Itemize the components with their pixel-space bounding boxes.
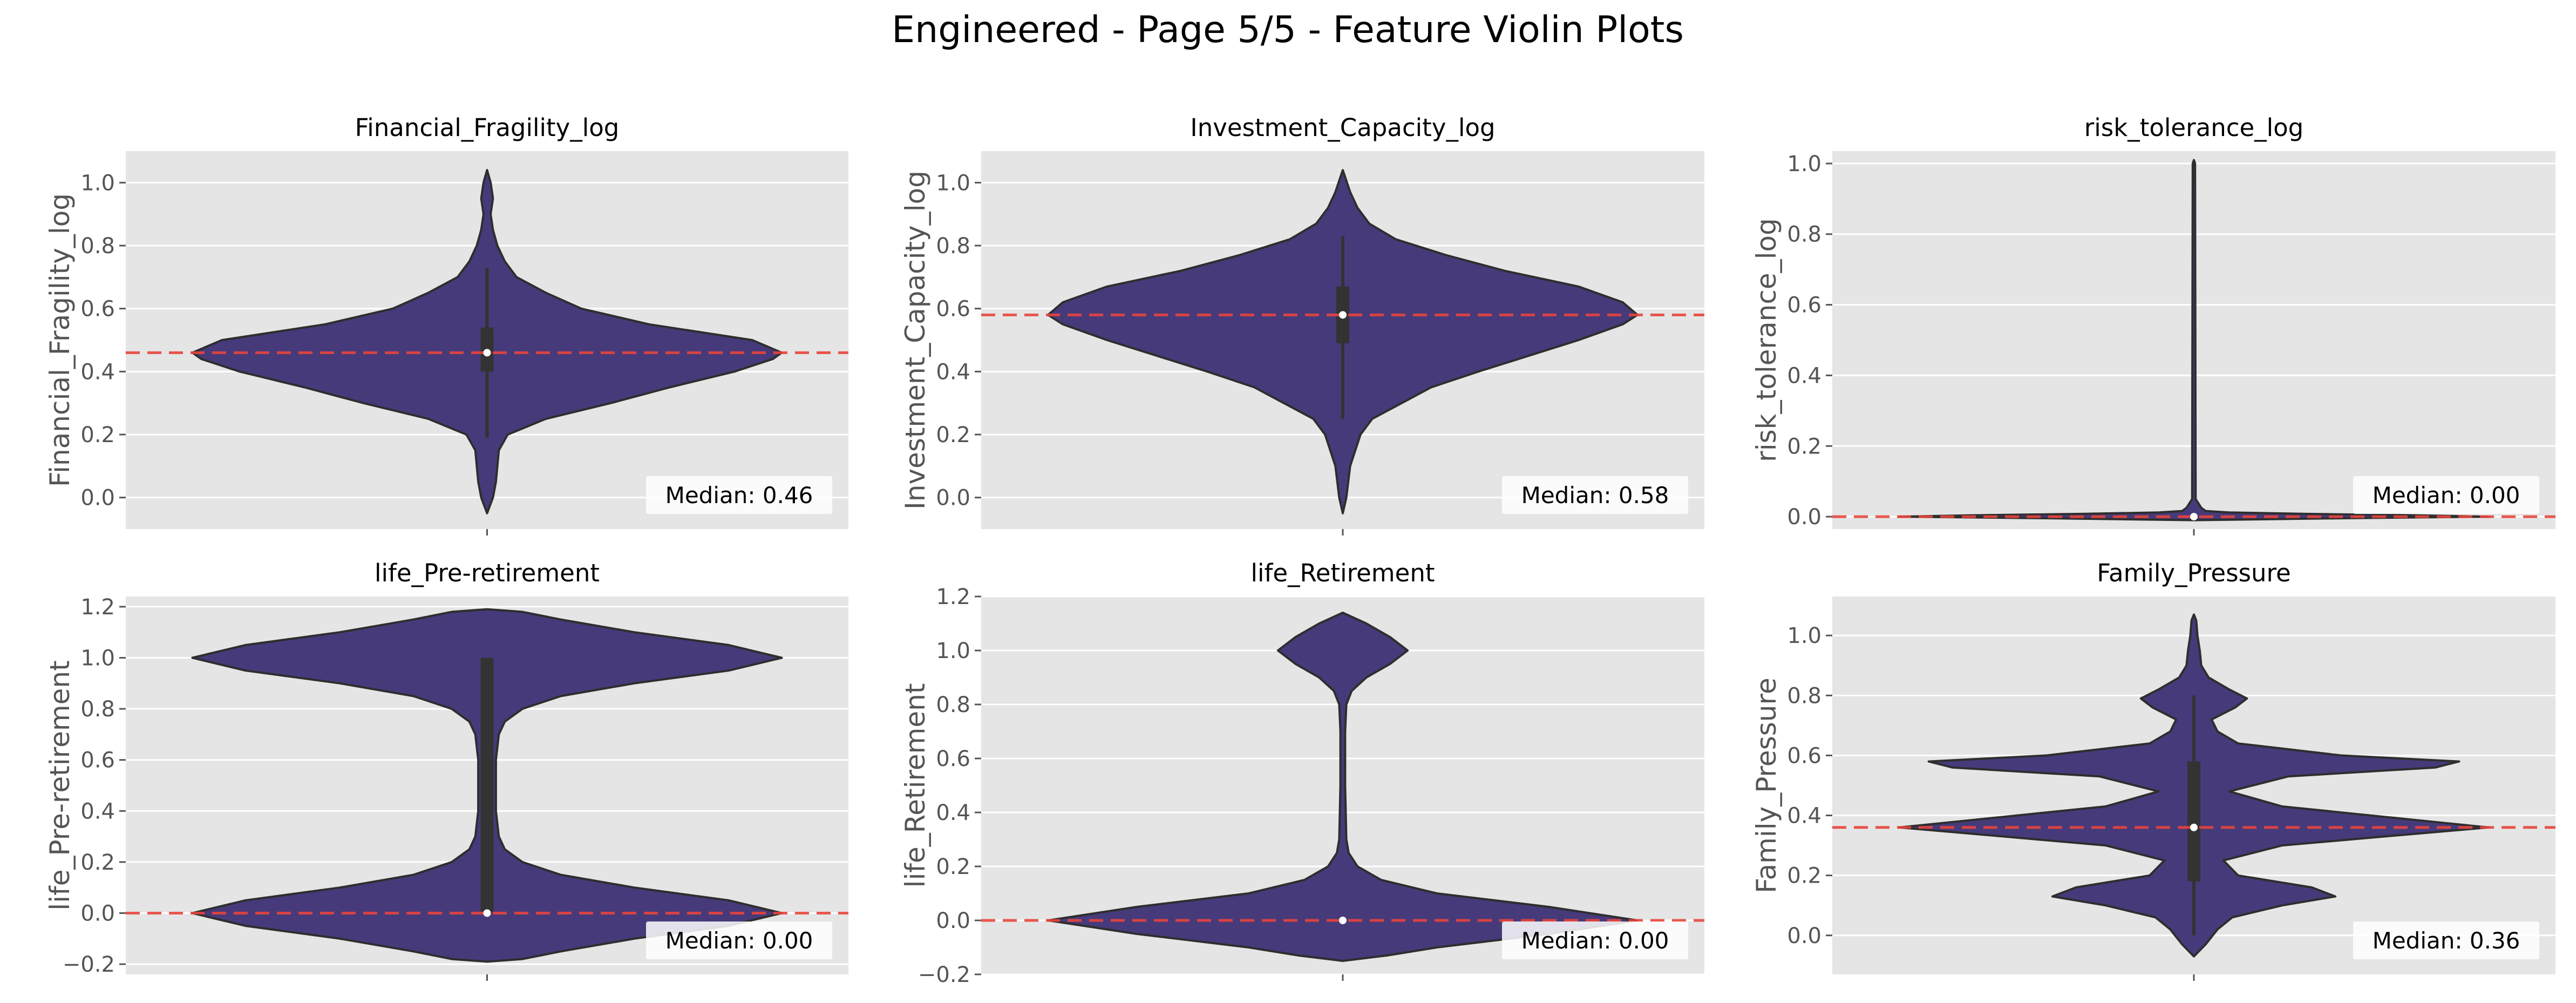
panel-title: Family_Pressure (2097, 559, 2290, 587)
y-tick-label: 1.2 (936, 585, 970, 609)
median-label: Median: 0.58 (1521, 482, 1669, 509)
y-tick-label: 0.8 (1787, 683, 1821, 708)
median-dot (2190, 513, 2198, 521)
median-label-box (2353, 921, 2539, 959)
median-label-box (646, 476, 832, 514)
y-tick-label: 0.2 (1787, 864, 1821, 889)
y-tick-label: 0.0 (1787, 924, 1821, 948)
median-dot (483, 349, 491, 357)
y-tick-label: 0.4 (936, 801, 970, 825)
median-label: Median: 0.00 (665, 927, 813, 954)
y-axis-label: Investment_Capacity_log (900, 171, 931, 510)
y-tick-label: 0.0 (936, 486, 970, 511)
y-tick-label: 0.4 (80, 360, 115, 384)
panel-6: 0.0 0.2 0.4 0.6 0.8 1.0 Family_Pressure Family_… (1751, 559, 2555, 981)
panel-title: Investment_Capacity_log (1190, 113, 1495, 142)
panel-3: 0.00.20.40.60.81.0risk_tolerance_logrisk… (1751, 113, 2555, 536)
iqr-box (480, 658, 494, 913)
median-dot (483, 909, 491, 917)
y-tick-label: 0.0 (936, 909, 970, 933)
y-tick-label: 0.8 (80, 234, 115, 259)
y-tick-label: 1.0 (80, 646, 115, 671)
y-tick-label: 1.0 (1787, 624, 1821, 648)
median-label: Median: 0.00 (1521, 927, 1669, 954)
y-tick-label: 0.4 (1787, 363, 1821, 388)
median-label: Median: 0.36 (2373, 927, 2520, 954)
y-tick-label: 0.2 (80, 850, 115, 875)
y-tick-label: 0.4 (80, 799, 115, 824)
y-tick-label: 0.0 (1787, 505, 1821, 530)
y-tick-label: 0.2 (936, 423, 970, 448)
y-tick-label: 0.2 (1787, 434, 1821, 459)
panel-title: life_Retirement (1251, 559, 1435, 587)
y-tick-label: −0.2 (63, 952, 115, 977)
y-tick-label: 1.0 (80, 171, 115, 195)
panel-4: −0.2 0.0 0.2 0.4 0.6 0.8 1.0 1.2 life_Pre-retire… (44, 559, 848, 981)
y-tick-label: 0.8 (936, 693, 970, 717)
y-tick-label: 0.0 (80, 901, 115, 926)
y-axis-label: life_Retirement (900, 683, 931, 888)
y-tick-label: 0.2 (80, 423, 115, 448)
y-tick-label: 0.2 (936, 855, 970, 879)
y-tick-label: 0.0 (80, 486, 115, 511)
y-tick-label: 0.8 (936, 234, 970, 259)
panel-title: Financial_Fragility_log (355, 113, 620, 142)
y-tick-label: 0.4 (936, 360, 970, 384)
y-tick-label: 0.6 (1787, 743, 1821, 768)
median-label-box (1502, 476, 1688, 514)
y-tick-label: 0.6 (80, 297, 115, 322)
y-tick-label: 1.0 (936, 639, 970, 663)
y-tick-label: 0.8 (1787, 222, 1821, 247)
y-tick-label: 0.6 (936, 747, 970, 771)
y-axis-label: Financial_Fragility_log (44, 193, 76, 487)
iqr-box (2187, 761, 2200, 882)
violin-body (1898, 159, 2490, 521)
y-axis-label: Family_Pressure (1751, 677, 1782, 893)
panel-2: 0.00.20.40.60.81.0Investment_Capacity_lo… (900, 113, 1704, 536)
y-tick-label: 0.4 (1787, 804, 1821, 829)
y-tick-label: 0.6 (1787, 293, 1821, 318)
median-label: Median: 0.46 (665, 482, 813, 509)
median-dot (1339, 311, 1347, 319)
y-tick-label: 1.0 (936, 171, 970, 195)
y-tick-label: 1.2 (80, 595, 115, 620)
median-label-box (646, 921, 832, 959)
panel-5: −0.2 0.0 0.2 0.4 0.6 0.8 1.0 1.2 life_Retirement… (900, 559, 1704, 987)
y-axis-label: life_Pre-retirement (44, 660, 76, 910)
median-label-box (1502, 921, 1688, 959)
y-tick-label: 0.6 (936, 297, 970, 322)
y-tick-label: 0.8 (80, 697, 115, 722)
y-tick-label: 0.6 (80, 748, 115, 773)
median-label-box (2353, 476, 2539, 514)
median-dot (1339, 917, 1347, 924)
median-label: Median: 0.00 (2373, 482, 2520, 509)
violin-body (1047, 612, 1639, 962)
figure-title: Engineered - Page 5/5 - Feature Violin P… (892, 9, 1684, 51)
median-dot (2190, 823, 2198, 831)
panel-1: 0.00.20.40.60.81.0Financial_Fragility_lo… (44, 113, 848, 536)
y-tick-label: −0.2 (918, 963, 970, 987)
y-axis-label: risk_tolerance_log (1751, 218, 1782, 462)
panel-title: risk_tolerance_log (2084, 113, 2304, 142)
panel-title: life_Pre-retirement (375, 559, 600, 587)
y-tick-label: 1.0 (1787, 152, 1821, 177)
